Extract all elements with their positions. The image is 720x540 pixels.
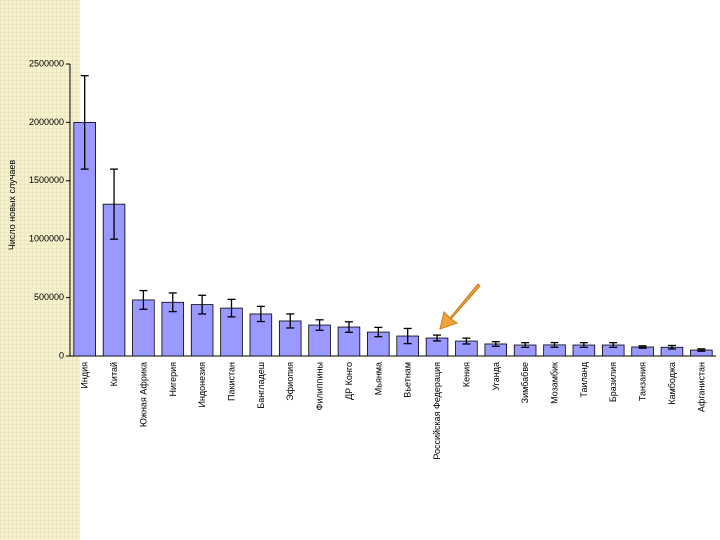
error-bar — [433, 334, 442, 342]
y-axis-label: Число новых случаев — [7, 160, 17, 251]
error-bar — [110, 168, 119, 240]
x-tick-label: Уганда — [491, 362, 501, 391]
x-tick-label: Зимбабве — [520, 362, 530, 403]
error-bar — [344, 321, 353, 333]
error-bar — [638, 345, 647, 349]
error-bar — [168, 292, 177, 313]
y-tick-label: 1500000 — [29, 175, 64, 185]
x-tick-label: Южная Африка — [138, 362, 148, 427]
error-bar — [609, 342, 618, 349]
x-tick-label: Кения — [461, 362, 471, 387]
x-tick-label: Таиланд — [579, 361, 589, 397]
x-tick-label: Бразилия — [608, 362, 618, 402]
x-tick-label: Бангладеш — [256, 362, 266, 409]
error-bar — [521, 342, 530, 349]
x-tick-label: Эфиопия — [285, 362, 295, 401]
error-bar — [697, 348, 706, 352]
x-tick-label: Афганистан — [696, 362, 706, 412]
x-tick-label: Российская Федерация — [432, 362, 442, 460]
error-bar — [286, 313, 295, 329]
y-tick-label: 2000000 — [29, 117, 64, 127]
y-tick-label: 0 — [59, 350, 64, 360]
y-tick-label: 2500000 — [29, 58, 64, 68]
x-tick-label: Индия — [80, 362, 90, 389]
x-tick-label: Индонезия — [197, 362, 207, 408]
side-strip — [0, 0, 80, 540]
error-bar — [462, 337, 471, 345]
x-tick-label: Пакистан — [227, 362, 237, 401]
error-bar — [374, 326, 383, 338]
error-bar — [403, 327, 412, 345]
x-tick-label: Камбоджа — [667, 362, 677, 405]
x-tick-label: Мозамбик — [550, 362, 560, 404]
x-tick-label: Нигерия — [168, 362, 178, 397]
error-bar — [256, 305, 265, 323]
x-tick-label: Танзания — [638, 362, 648, 401]
error-bar — [315, 319, 324, 331]
x-tick-label: Китай — [109, 362, 119, 386]
error-bar — [139, 289, 148, 310]
x-tick-label: Мьянма — [373, 362, 383, 395]
x-tick-label: Филиппины — [315, 362, 325, 410]
error-bar — [80, 75, 89, 170]
error-bar — [550, 341, 559, 348]
error-bar — [491, 340, 500, 347]
error-bar — [667, 344, 676, 350]
error-bar — [579, 342, 588, 349]
error-bar — [227, 298, 236, 318]
arrow — [439, 283, 481, 330]
x-tick-label: ДР Конго — [344, 362, 354, 400]
y-tick-label: 1000000 — [29, 234, 64, 244]
error-bar — [198, 294, 207, 315]
x-tick-label: Вьетнам — [403, 362, 413, 398]
y-tick-label: 500000 — [34, 292, 64, 302]
